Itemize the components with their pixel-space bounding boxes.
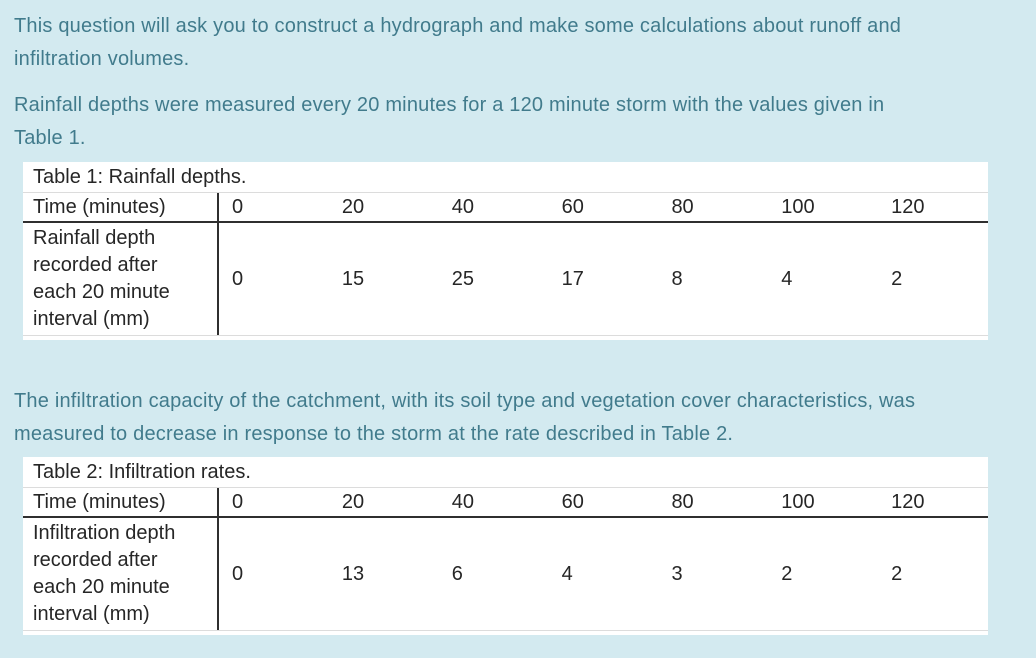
table-cell: 80 [671,490,694,513]
table-cell: 8 [671,267,683,290]
rainfall-depth-row: Rainfall depth recorded after each 20 mi… [23,223,988,336]
table-cell: 25 [451,267,474,290]
table-cell: 100 [781,490,815,513]
table-cell: 17 [561,267,584,290]
table-cell: 60 [561,490,584,513]
table-cell: 100 [781,195,815,218]
rainfall-depth-row-header: Rainfall depth recorded after each 20 mi… [23,223,219,335]
table-cell: 120 [891,195,925,218]
rainfall-table: Table 1: Rainfall depths. Time (minutes)… [23,162,988,340]
table-cell: 0 [232,267,244,290]
table-cell: 0 [232,562,244,585]
table-cell: 120 [891,490,925,513]
rainfall-table-caption: Table 1: Rainfall depths. [23,162,988,193]
infiltration-time-row-header: Time (minutes) [23,488,219,516]
question-body: This question will ask you to construct … [14,15,988,635]
infiltration-table-caption: Table 2: Infiltration rates. [23,457,988,488]
rainfall-time-row-header: Time (minutes) [23,193,219,221]
rainfall-intro-paragraph: Rainfall depths were measured every 20 m… [14,94,885,149]
table-cell: 20 [341,195,365,218]
table-cell: 2 [891,562,903,585]
table-cell: 3 [671,562,683,585]
table-cell: 40 [451,195,474,218]
table-cell: 2 [891,267,903,290]
table-cell: 40 [451,490,474,513]
table-cell: 13 [341,562,365,585]
table-cell: 60 [561,195,584,218]
table-cell: 20 [341,490,365,513]
infiltration-depth-row-header: Infiltration depth recorded after each 2… [23,518,219,630]
table-cell: 6 [451,562,463,585]
infiltration-table: Table 2: Infiltration rates. Time (minut… [23,457,988,635]
table-cell: 2 [781,562,793,585]
infiltration-intro-paragraph: The infiltration capacity of the catchme… [14,390,916,445]
infiltration-time-row: Time (minutes) 0 20 40 60 80 100 120 [23,488,988,518]
table-cell: 0 [232,490,244,513]
table-cell: 15 [341,267,365,290]
table-cell: 4 [781,267,793,290]
table-cell: 4 [561,562,573,585]
infiltration-depth-row: Infiltration depth recorded after each 2… [23,518,988,631]
table-cell: 80 [671,195,694,218]
intro-paragraph: This question will ask you to construct … [14,15,902,70]
rainfall-time-row: Time (minutes) 0 20 40 60 80 100 120 [23,193,988,223]
table-cell: 0 [232,195,244,218]
